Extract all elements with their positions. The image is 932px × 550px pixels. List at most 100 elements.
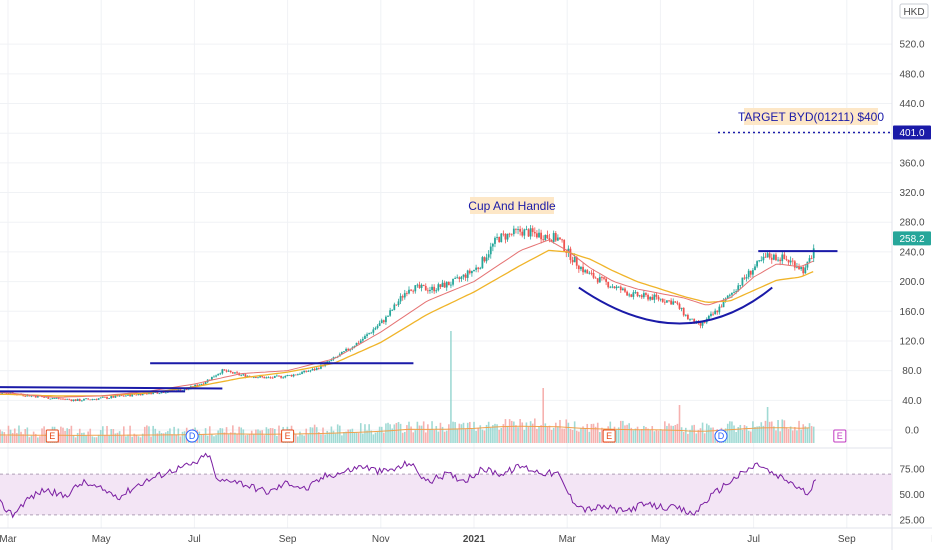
candle-body xyxy=(630,294,633,297)
volume-bar xyxy=(427,424,429,443)
volume-bar xyxy=(108,435,110,443)
dividend-icon xyxy=(714,429,728,443)
volume-bar xyxy=(11,433,14,443)
volume-bar xyxy=(622,420,624,443)
time-tick-label: Jul xyxy=(747,534,760,545)
candle-body xyxy=(441,282,444,287)
volume-bar xyxy=(460,424,463,443)
volume-bar xyxy=(236,433,238,443)
candle-body xyxy=(471,271,473,274)
volume-bar xyxy=(156,433,159,443)
candle-body xyxy=(261,376,264,377)
candle-body xyxy=(36,395,39,398)
candle-body xyxy=(108,398,111,399)
candle-body xyxy=(426,290,429,292)
volume-bar xyxy=(393,424,396,443)
candle-body xyxy=(458,277,461,279)
candle-body xyxy=(647,294,649,300)
candle-body xyxy=(594,277,597,279)
candle-body xyxy=(798,266,800,270)
volume-bar xyxy=(592,423,595,443)
candle-body xyxy=(544,234,547,241)
volume-bar xyxy=(261,430,264,443)
candle-body xyxy=(307,371,310,373)
volume-bar xyxy=(680,427,683,443)
volume-bar xyxy=(87,431,89,443)
earnings-icon xyxy=(45,429,59,443)
candle-body xyxy=(605,278,608,282)
candle-body xyxy=(735,291,738,292)
cup-arc xyxy=(578,286,773,325)
candle-body xyxy=(87,398,90,400)
candle-body xyxy=(491,243,494,247)
volume-bar xyxy=(125,436,127,443)
candle-body xyxy=(483,257,486,262)
volume-bar xyxy=(496,424,498,443)
volume-bar xyxy=(328,432,331,443)
volume-bar xyxy=(305,428,308,443)
candle-body xyxy=(66,398,69,400)
volume-bar xyxy=(710,427,712,443)
volume-bar xyxy=(164,432,167,443)
volume-bar xyxy=(676,423,679,443)
volume-bar xyxy=(183,431,186,443)
candle-body xyxy=(368,333,371,335)
candle-body xyxy=(672,301,675,305)
candle-body xyxy=(152,392,155,395)
volume-bar xyxy=(141,433,144,443)
volume-bar xyxy=(479,425,482,443)
candle-body xyxy=(710,313,712,316)
target-price-value: 401.0 xyxy=(899,128,924,139)
candle-body xyxy=(391,309,394,311)
volume-bar xyxy=(397,421,400,443)
candle-body xyxy=(598,277,601,283)
candle-body xyxy=(116,395,119,397)
volume-bar xyxy=(269,428,272,443)
volume-bar xyxy=(536,428,538,443)
volume-bar xyxy=(687,433,689,443)
volume-bar xyxy=(737,427,740,443)
candle-body xyxy=(737,285,740,292)
candle-body xyxy=(385,316,387,323)
candle-body xyxy=(292,374,295,377)
event-label: D xyxy=(189,431,196,441)
volume-bar xyxy=(531,423,534,443)
volume-bar xyxy=(391,428,394,443)
candle-body xyxy=(89,399,92,401)
volume-bar xyxy=(548,425,551,443)
volume-bar xyxy=(380,426,383,443)
volume-bar xyxy=(523,429,526,443)
candle-body xyxy=(716,310,719,313)
volume-bar xyxy=(238,426,240,443)
volume-bar xyxy=(322,427,324,443)
price-tick-label: 200.0 xyxy=(899,277,924,288)
volume-bar xyxy=(729,421,731,443)
candle-body xyxy=(666,300,668,303)
candle-body xyxy=(642,293,645,298)
currency-badge: HKD xyxy=(899,3,929,19)
candle-body xyxy=(259,376,262,378)
time-tick-label: Mar xyxy=(559,534,577,545)
candle-body xyxy=(632,292,635,297)
candle-body xyxy=(311,369,314,371)
candle-body xyxy=(74,399,77,401)
volume-bar xyxy=(475,430,477,443)
volume-bar xyxy=(355,432,358,443)
volume-bar xyxy=(559,419,561,443)
candle-body xyxy=(668,300,670,302)
volume-bar xyxy=(311,427,314,443)
candle-body xyxy=(376,325,379,329)
earnings-icon xyxy=(281,429,295,443)
volume-bar xyxy=(259,430,261,443)
candle-body xyxy=(525,229,528,231)
candle-body xyxy=(210,376,213,380)
candle-body xyxy=(468,270,471,274)
volume-bar xyxy=(301,434,303,443)
candle-body xyxy=(93,399,96,400)
price-tick-label: 480.0 xyxy=(899,69,924,80)
volume-bar xyxy=(756,426,758,443)
volume-bar xyxy=(804,426,807,443)
candle-body xyxy=(787,259,790,263)
candle-body xyxy=(580,266,582,270)
